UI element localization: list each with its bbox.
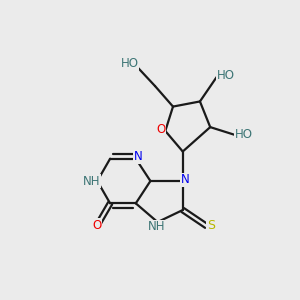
Text: NH: NH [148,220,165,233]
Text: S: S [207,219,215,232]
Text: HO: HO [217,68,235,82]
Text: O: O [156,123,165,136]
Text: HO: HO [121,57,139,70]
Text: O: O [93,219,102,232]
Text: HO: HO [235,128,253,141]
Text: NH: NH [83,175,101,188]
Text: N: N [180,173,189,186]
Text: N: N [134,150,142,163]
